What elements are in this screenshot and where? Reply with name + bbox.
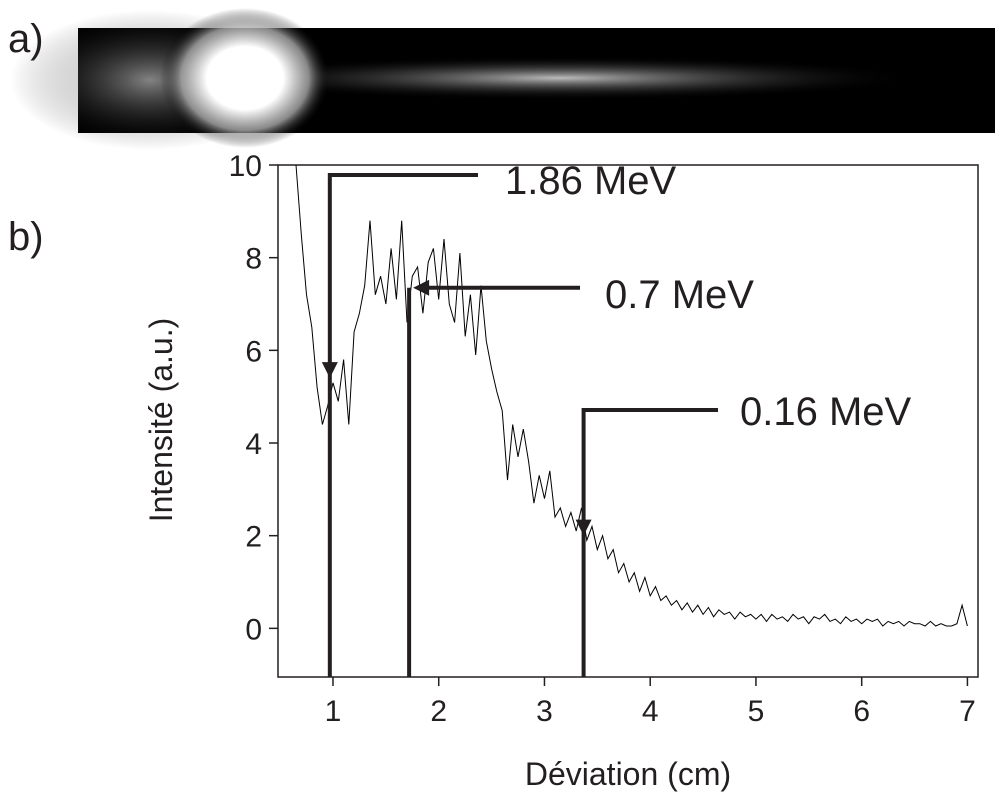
beam-spot (160, 8, 330, 148)
plot-frame (277, 164, 979, 678)
y-tick-label: 8 (245, 243, 262, 276)
annotation-line (581, 408, 718, 677)
x-tick-label: 7 (959, 695, 976, 728)
beam-streak (200, 56, 920, 100)
annotation-label: 0.7 MeV (605, 273, 754, 317)
annotation-label: 0.16 MeV (740, 390, 912, 434)
panel-label: a) (8, 17, 44, 61)
y-tick-label: 4 (245, 428, 262, 461)
annotation-arrow (413, 279, 430, 296)
y-tick-label: 0 (245, 613, 262, 646)
y-tick-label: 2 (245, 521, 262, 554)
y-axis-title: Intensité (a.u.) (143, 318, 179, 523)
x-tick-label: 2 (430, 695, 447, 728)
y-tick-label: 6 (245, 335, 262, 368)
y-tick-label: 10 (229, 150, 262, 183)
panel-label: b) (8, 215, 44, 259)
annotation-arrow (321, 362, 338, 379)
annotation-line (327, 173, 478, 677)
x-tick-label: 6 (853, 695, 870, 728)
x-tick-label: 1 (325, 695, 342, 728)
x-tick-label: 5 (748, 695, 765, 728)
x-axis-title: Déviation (cm) (525, 756, 731, 792)
x-tick-label: 4 (642, 695, 659, 728)
x-tick-label: 3 (536, 695, 553, 728)
annotation-arrow (575, 519, 592, 536)
annotation-label: 1.86 MeV (505, 159, 677, 203)
